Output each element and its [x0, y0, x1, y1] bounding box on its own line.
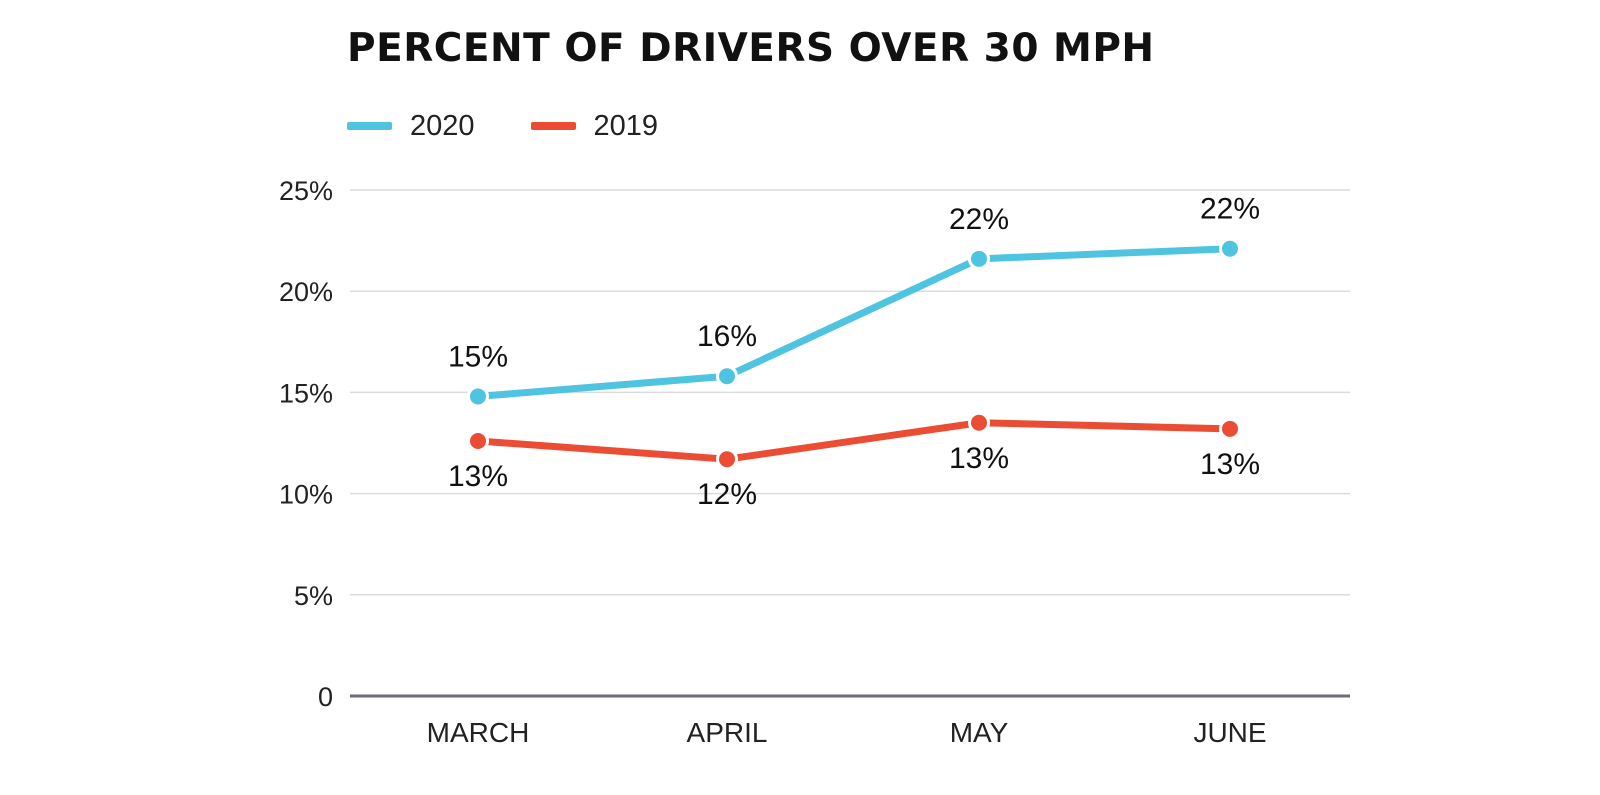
legend-label-2019: 2019: [593, 109, 659, 142]
x-tick-label: MARCH: [427, 717, 530, 748]
legend-swatch-2020: [347, 122, 392, 130]
data-point-2020: [716, 365, 738, 388]
data-point-2019: [716, 448, 738, 471]
data-label-2020: 16%: [697, 320, 757, 353]
data-point-2020: [968, 247, 990, 270]
legend: 2020 2019: [347, 106, 714, 146]
series-line-2020: [474, 245, 1234, 400]
x-tick-label: MAY: [950, 717, 1009, 748]
data-label-2019: 13%: [949, 442, 1009, 475]
x-tick-label: APRIL: [687, 717, 768, 748]
data-label-2019: 13%: [448, 460, 508, 493]
series: [467, 237, 1241, 471]
y-tick-label: 15%: [279, 378, 333, 408]
legend-item-2020: 2020: [347, 110, 475, 143]
y-tick-label: 20%: [279, 277, 333, 307]
data-labels: 15% 16% 22% 22% 13% 12% 13% 13%: [448, 193, 1260, 511]
y-tick-label: 25%: [279, 176, 333, 206]
data-label-2019: 12%: [697, 478, 757, 511]
data-label-2020: 15%: [448, 340, 508, 373]
axes: 0 5% 10% 15% 20% 25% MARCH APRIL MAY JUNE: [279, 176, 1350, 748]
data-point-2020: [1219, 237, 1241, 260]
data-label-2019: 13%: [1200, 448, 1260, 481]
chart-title: PERCENT OF DRIVERS OVER 30 MPH: [347, 26, 1155, 71]
legend-swatch-2019: [530, 122, 576, 130]
x-tick-label: JUNE: [1193, 717, 1266, 748]
data-point-2019: [467, 429, 489, 452]
series-line-2019: [474, 419, 1234, 463]
data-label-2020: 22%: [949, 203, 1009, 236]
y-tick-label: 5%: [294, 581, 333, 611]
y-tick-label: 0: [318, 682, 333, 712]
data-point-2019: [1219, 417, 1241, 440]
y-tick-label: 10%: [279, 480, 333, 510]
data-point-2019: [968, 411, 990, 434]
legend-label-2020: 2020: [410, 109, 475, 142]
data-point-2020: [467, 385, 489, 408]
legend-item-2019: 2019: [530, 109, 659, 143]
data-label-2020: 22%: [1200, 193, 1260, 226]
